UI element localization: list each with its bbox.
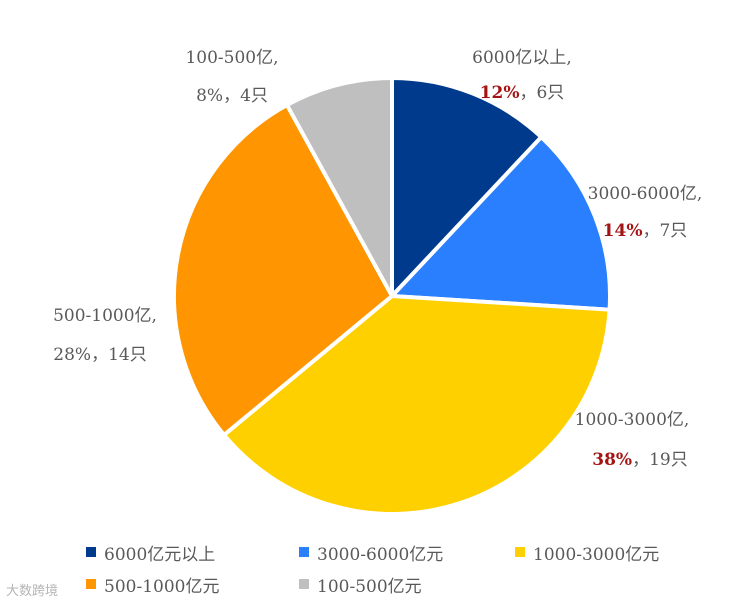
pie-slice-1000 [222,294,612,516]
slice-label-6000-line2: 12%，6只 [480,83,565,103]
slice-label-500-line1: 500-1000亿, [53,306,157,326]
pie-slice-500 [172,102,394,437]
slice-percent-500: 28% [53,345,91,365]
slice-percent-1000: 38% [592,450,632,470]
legend-label-500: 500-1000亿元 [104,576,220,597]
slice-count-100: 4只 [240,86,268,106]
slice-sep-1000: ， [632,450,649,470]
legend-swatch-1000 [515,547,525,557]
pie-slice-6000 [390,76,544,298]
slice-count-1000: 19只 [649,450,688,470]
legend-item-100: 100-500亿元 [299,572,422,597]
legend: 6000亿元以上 3000-6000亿元 1000-3000亿元 500-100… [86,536,726,600]
legend-label-1000: 1000-3000亿元 [533,544,660,565]
slice-percent-3000: 14% [603,221,643,241]
watermark: 大数跨境 [6,584,59,599]
legend-label-3000: 3000-6000亿元 [317,544,444,565]
slice-label-3000-line2: 14%，7只 [603,221,688,241]
legend-item-1000: 1000-3000亿元 [515,540,659,565]
slice-sep-3000: ， [642,221,659,241]
pie-slices [172,76,612,516]
legend-row-1: 6000亿元以上 3000-6000亿元 1000-3000亿元 [86,536,726,568]
slice-label-100-line2: 8%，4只 [196,86,268,106]
legend-row-2: 500-1000亿元 100-500亿元 [86,568,726,600]
slice-percent-100: 8% [196,86,223,106]
legend-label-6000: 6000亿元以上 [104,544,216,565]
legend-item-3000: 3000-6000亿元 [299,540,515,565]
pie-slice-3000 [390,135,612,312]
slice-sep-500: ， [91,345,108,365]
legend-swatch-100 [299,579,309,589]
legend-label-100: 100-500亿元 [317,576,422,597]
slice-count-3000: 7只 [659,221,687,241]
slice-count-6000: 6只 [536,83,564,103]
slice-label-1000-line2: 38%，19只 [592,450,687,470]
slice-count-500: 14只 [108,345,147,365]
slice-sep-100: ， [223,86,240,106]
legend-item-6000: 6000亿元以上 [86,540,299,565]
slice-label-500-line2: 28%，14只 [53,345,146,365]
slice-label-3000-line1: 3000-6000亿, [588,184,703,204]
slice-percent-6000: 12% [480,83,520,103]
legend-swatch-6000 [86,547,96,557]
legend-swatch-500 [86,579,96,589]
slice-label-6000-line1: 6000亿以上, [472,48,572,68]
slice-label-1000-line1: 1000-3000亿, [575,410,690,430]
legend-swatch-3000 [299,547,309,557]
slice-label-100-line1: 100-500亿, [185,48,278,68]
slice-sep-6000: ， [519,83,536,103]
pie-slice-100 [284,76,394,298]
legend-item-500: 500-1000亿元 [86,572,299,597]
